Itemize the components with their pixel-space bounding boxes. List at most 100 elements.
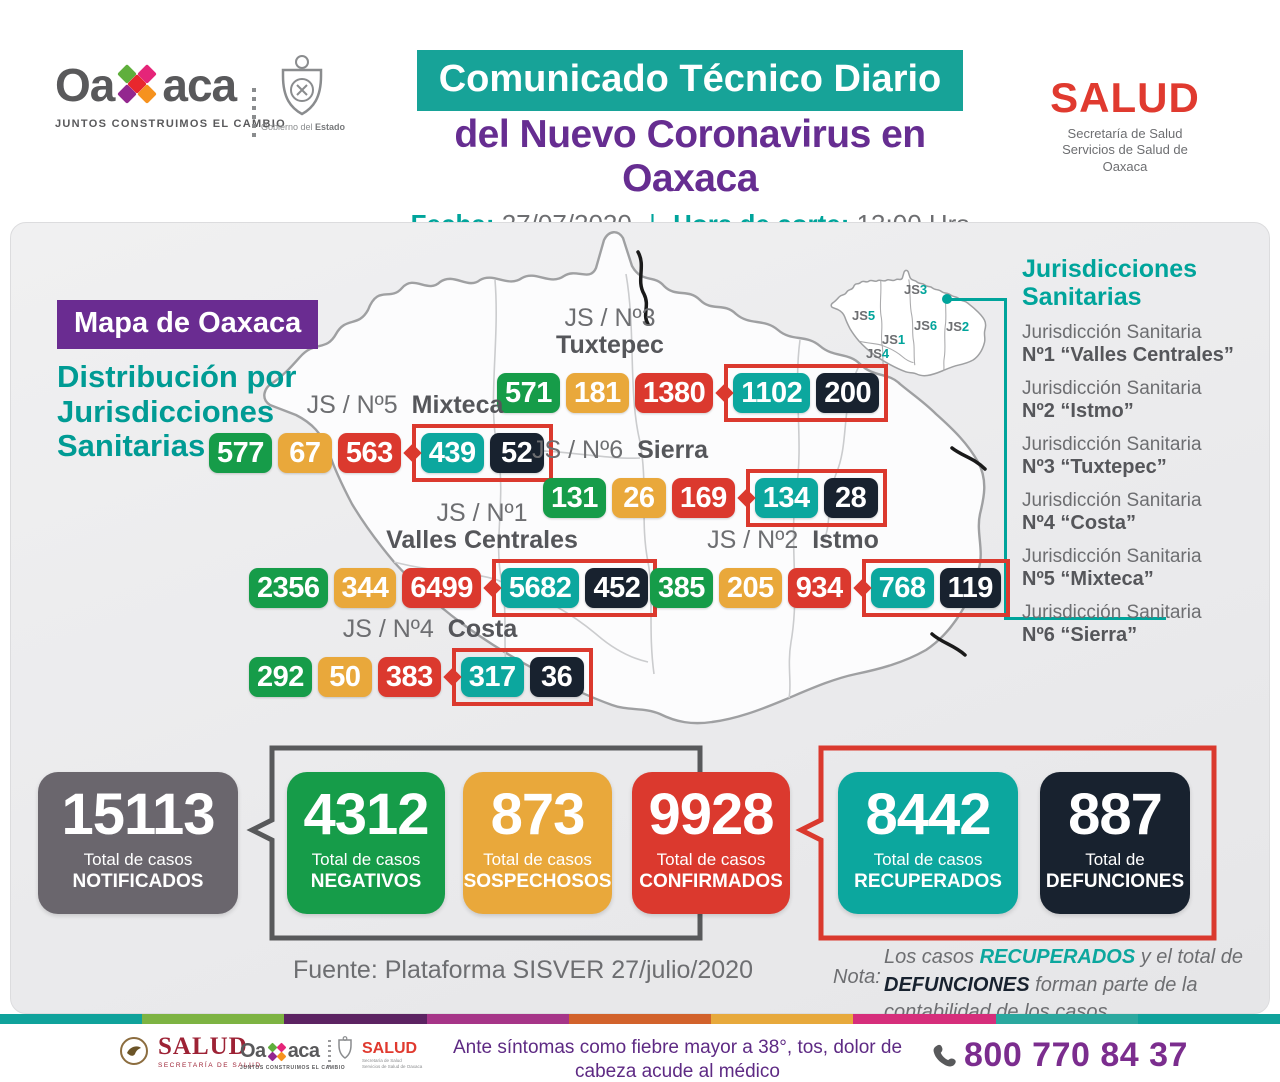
chip-defunciones: 52 [489, 433, 544, 473]
region-label: JS / Nº6 Sierra [532, 436, 708, 464]
region-label: JS / Nº5 Mixteca [306, 391, 504, 419]
total-defunciones-card: 887 Total de DEFUNCIONES [1040, 772, 1190, 914]
map-subtitle: Distribución por Jurisdicciones Sanitari… [57, 359, 297, 464]
list-item: Jurisdicción Sanitaria Nº1 “Valles Centr… [1022, 322, 1234, 366]
connector-line [1004, 298, 1007, 620]
jurisdictions-mini-map: JS5 JS3 JS6 JS1 JS2 JS4 [826, 268, 989, 380]
total-value: 15113 [61, 782, 215, 847]
gov-caption-pre: Gobierno [260, 122, 301, 132]
chip-defunciones: 452 [585, 568, 649, 608]
recovered-deaths-group: 134 28 [737, 469, 887, 527]
jurisdictions-list: Jurisdicciones Sanitarias Jurisdicción S… [1022, 255, 1262, 647]
connector-line [1004, 617, 1166, 620]
chip-defunciones: 36 [529, 657, 584, 697]
chip-negativos: 2356 [249, 568, 328, 608]
chip-negativos: 577 [209, 433, 272, 473]
connector-diamond-icon [715, 383, 734, 403]
border-accent-east [950, 446, 987, 471]
chip-confirmados: 1380 [634, 373, 714, 413]
region-costa: JS / Nº4 Costa 292 50 383 317 36 [249, 616, 593, 706]
page-subtitle: del Nuevo Coronavirus en Oaxaca [454, 113, 926, 200]
region-chips: 131 26 169 134 28 [543, 469, 887, 527]
recovered-deaths-group: 768 119 [852, 559, 1010, 617]
oaxaca-logo: Oa aca JUNTOS CONSTRUIMOS EL CAMBIO [55, 58, 285, 130]
region-label: JS / Nº2 Istmo [707, 526, 879, 554]
chip-defunciones: 200 [816, 373, 880, 413]
chip-negativos: 292 [249, 657, 312, 697]
oaxaca-diamonds-icon [116, 63, 160, 107]
note-label: Nota: [833, 966, 881, 988]
footer-oaxaca-logo: Oa aca JUNTOS CONSTRUIMOS EL CAMBIO [240, 1040, 346, 1071]
recovered-deaths-group: 5682 452 [483, 559, 658, 617]
chip-negativos: 385 [650, 568, 713, 608]
connector-line [948, 298, 1006, 301]
phone-number: 800 770 84 37 [964, 1036, 1188, 1074]
chip-confirmados: 383 [377, 657, 441, 697]
footer-coat-of-arms-icon [336, 1036, 354, 1065]
chip-recuperados: 1102 [733, 373, 811, 413]
list-item: Jurisdicción Sanitaria Nº4 “Costa” [1022, 490, 1202, 534]
eagle-emblem-icon [120, 1037, 148, 1065]
chip-confirmados: 934 [787, 568, 851, 608]
total-value: 8442 [865, 782, 991, 847]
region-tuxtepec: JS / Nº3 Tuxtepec 571 181 1380 1102 200 [497, 305, 889, 422]
chip-confirmados: 563 [337, 433, 401, 473]
total-recuperados-card: 8442 Total de casos RECUPERADOS [838, 772, 1018, 914]
page-title: Comunicado Técnico Diario [416, 50, 964, 111]
mini-label-js4: JS4 [866, 346, 890, 361]
total-value: 9928 [648, 782, 774, 847]
list-item: Jurisdicción Sanitaria Nº5 “Mixteca” [1022, 546, 1202, 590]
list-item: Jurisdicción Sanitaria Nº6 “Sierra” [1022, 602, 1202, 646]
chip-recuperados: 5682 [500, 568, 580, 608]
salud-name: SALUD [1050, 74, 1200, 121]
red-bracket [795, 745, 1217, 941]
source-text: Fuente: Plataforma SISVER 27/julio/2020 [293, 956, 753, 984]
divider-dots [252, 88, 256, 140]
chip-confirmados: 169 [671, 478, 735, 518]
total-value: 4312 [303, 782, 429, 847]
wordmark-start: Oa [55, 59, 115, 111]
region-chips: 577 67 563 439 52 [209, 424, 553, 482]
chip-sospechosos: 344 [333, 568, 397, 608]
chip-sospechosos: 26 [611, 478, 666, 518]
chip-sospechosos: 181 [565, 373, 629, 413]
federal-salud-logo: SALUD SECRETARÍA DE SALUD [118, 1033, 262, 1069]
salud-sub1: Secretaría de Salud [1067, 126, 1183, 141]
recovered-deaths-group: 317 36 [443, 648, 593, 706]
border-accent-southeast [930, 632, 967, 657]
chip-recuperados: 134 [754, 478, 818, 518]
region-chips: 571 181 1380 1102 200 [497, 364, 889, 422]
mini-label-js2: JS2 [946, 319, 970, 334]
gov-caption-mid: del [300, 122, 316, 132]
total-notificados-card: 15113 Total de casos NOTIFICADOS [38, 772, 238, 914]
footer-state-salud-logo: SALUD Secretaría de Salud Servicios de S… [362, 1040, 423, 1069]
list-item: Jurisdicción Sanitaria Nº3 “Tuxtepec” [1022, 434, 1202, 478]
mini-label-js5: JS5 [852, 308, 876, 323]
list-item: Jurisdicción Sanitaria Nº2 “Istmo” [1022, 378, 1202, 422]
connector-diamond-icon [483, 578, 502, 598]
connector-diamond-icon [443, 667, 462, 687]
connector-diamond-icon [852, 578, 872, 598]
mini-label-js6: JS6 [914, 318, 938, 333]
gov-caption-bold: Estado [315, 122, 346, 132]
chip-recuperados: 439 [420, 433, 484, 473]
salud-sub2: Servicios de Salud de Oaxaca [1062, 142, 1188, 174]
chip-sospechosos: 67 [277, 433, 332, 473]
region-label: JS / Nº1 Valles Centrales [386, 499, 578, 554]
chip-sospechosos: 50 [317, 657, 372, 697]
recovered-deaths-group: 439 52 [403, 424, 553, 482]
phone-icon [933, 1044, 956, 1066]
chip-negativos: 131 [543, 478, 606, 518]
mini-label-js1: JS1 [882, 332, 906, 347]
total-negativos-card: 4312 Total de casos NEGATIVOS [287, 772, 445, 914]
total-sospechosos-card: 873 Total de casos SOSPECHOSOS [463, 772, 612, 914]
salud-subtitle: Secretaría de Salud Servicios de Salud d… [1040, 126, 1210, 175]
total-confirmados-card: 9928 Total de casos CONFIRMADOS [632, 772, 790, 914]
total-value: 873 [490, 782, 586, 847]
health-advice-text: Ante síntomas como fiebre mayor a 38°, t… [452, 1037, 903, 1082]
chip-confirmados: 6499 [402, 568, 481, 608]
oaxaca-diamonds-icon [267, 1042, 287, 1062]
connector-diamond-icon [403, 443, 422, 463]
state-coat-of-arms-icon [270, 52, 334, 123]
